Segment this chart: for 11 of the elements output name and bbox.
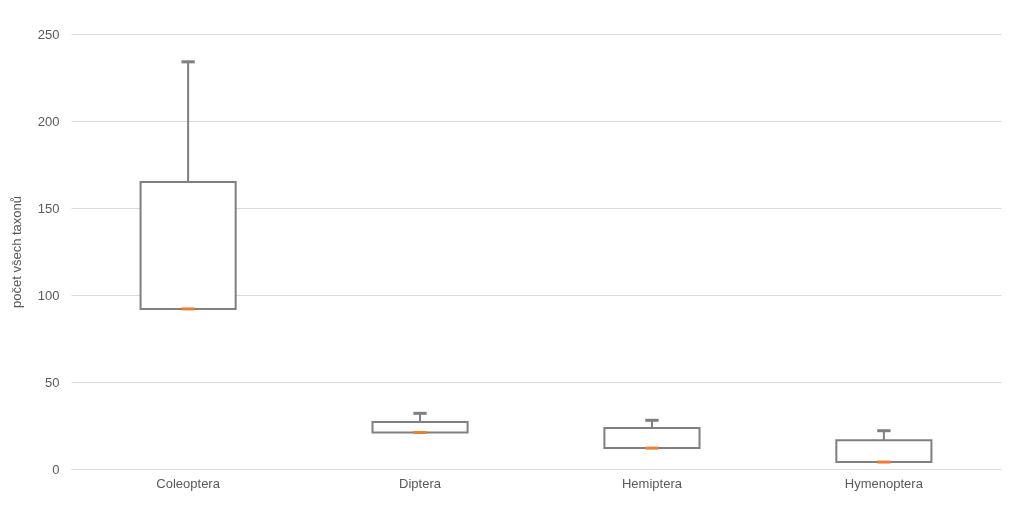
x-tick-label: Diptera — [399, 475, 442, 491]
y-tick-label: 100 — [37, 287, 60, 303]
y-axis-title: počet všech taxonů — [8, 195, 24, 309]
x-tick-label: Hymenoptera — [844, 475, 924, 491]
y-tick-label: 50 — [45, 374, 60, 390]
x-tick-label: Hemiptera — [621, 475, 683, 491]
y-tick-label: 0 — [52, 461, 60, 477]
y-tick-label: 250 — [37, 26, 60, 42]
y-tick-label: 150 — [37, 200, 60, 216]
y-tick-label: 200 — [37, 113, 60, 129]
x-tick-label: Coleoptera — [156, 475, 221, 491]
